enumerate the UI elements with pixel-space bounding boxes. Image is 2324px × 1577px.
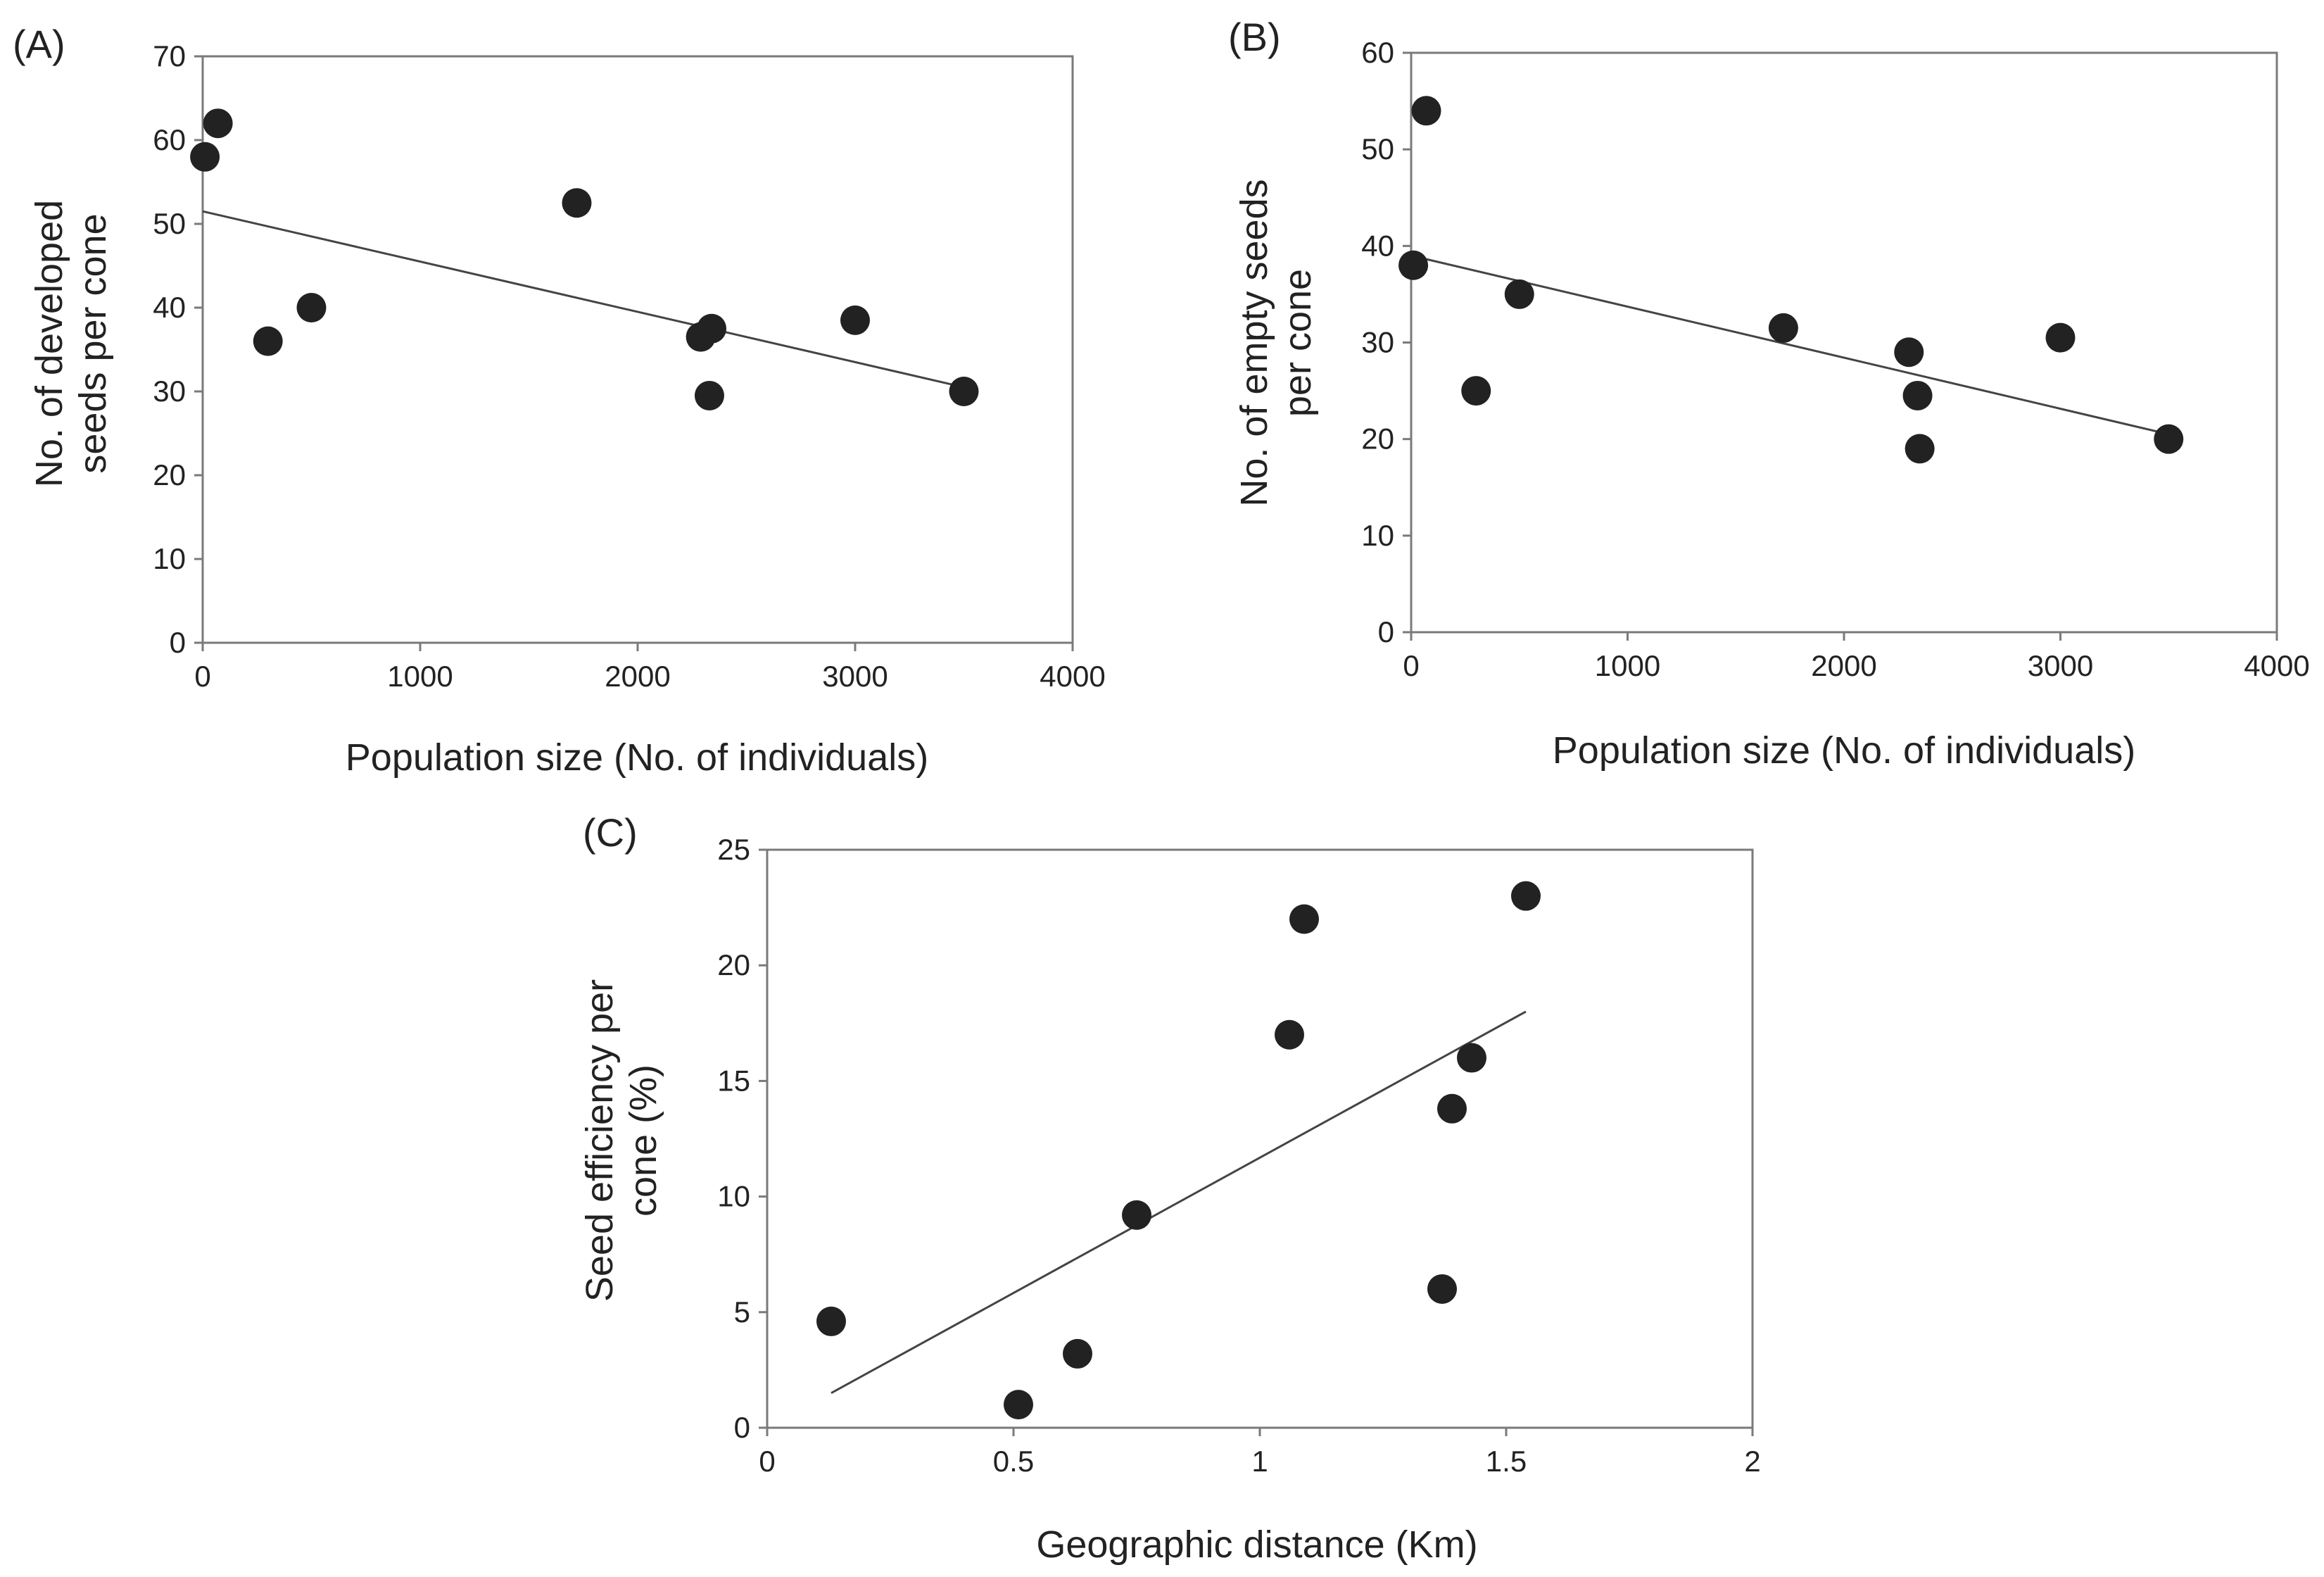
panel-c-x-tick-label: 1.5 [1486,1445,1527,1478]
panel-c-x-tick-label: 1 [1251,1445,1268,1478]
panel-b: (B) No. of empty seeds per cone Populati… [1228,15,2310,772]
panel-c-data-point [1122,1200,1151,1230]
panel-c-data-point [816,1306,846,1336]
panel-b-y-tick-label: 50 [1361,132,1394,165]
panel-b-trendline [1410,254,2169,436]
panel-c-x-tick-label: 0.5 [993,1445,1034,1478]
panel-a-data-point [694,380,724,410]
panel-b-ylabel-line-1: No. of empty seeds [1233,179,1275,506]
panel-b-plot: 0 10 20 30 40 50 60 0 1000 2000 3000 4000 [1361,36,2309,682]
panel-a-xlabel: Population size (No. of individuals) [346,736,928,779]
panel-a-plot: 0 10 20 30 40 50 60 70 0 1000 2000 3000 4000 [153,39,1105,693]
panel-b-data-point [1894,337,1924,367]
panel-a-x-tick-label: 3000 [822,660,888,693]
panel-b-ylabel: No. of empty seeds per cone [1233,179,1319,506]
panel-c-data-point [1289,904,1319,934]
panel-a-y-tick-label: 50 [153,207,186,240]
panel-a-ylabel-line-2: seeds per cone [72,213,114,473]
panel-c-x-tick-label: 0 [759,1445,775,1478]
panel-b-y-tick-label: 20 [1361,422,1394,455]
panel-c-data-point [1457,1043,1486,1073]
panel-a-data-point [949,377,979,406]
panel-c-ylabel-line-1: Seed efficiency per [579,979,621,1302]
panel-c-x-tick-label: 2 [1744,1445,1760,1478]
panel-a-x-tick-label: 0 [194,660,210,693]
panel-b-x-tick-label: 4000 [2244,649,2309,682]
panel-c-data-point [1427,1274,1457,1304]
panel-a-data-point [840,305,870,335]
panel-a-x-tick-label: 4000 [1040,660,1105,693]
panel-a-data-point [190,142,220,172]
panel-b-data-point [1905,434,1935,464]
panel-b-x-tick-label: 1000 [1595,649,1660,682]
panel-b-x-tick-label: 3000 [2028,649,2093,682]
panel-a-label: (A) [13,22,65,66]
panel-b-xlabel: Population size (No. of individuals) [1553,729,2135,772]
panel-b-data-point [1768,313,1798,343]
panel-a-y-tick-label: 60 [153,123,186,156]
panel-b-data-point [1461,376,1491,406]
panel-a-y-tick-label: 20 [153,458,186,491]
panel-a-data-point [697,313,727,344]
panel-a-y-tick-label: 30 [153,375,186,408]
panel-a-y-tick-label: 10 [153,542,186,575]
panel-c-data-point [1063,1338,1092,1369]
panel-c-y-tick-label: 15 [717,1064,750,1097]
panel-a-ylabel: No. of developed seeds per cone [28,200,114,487]
panel-c-xlabel: Geographic distance (Km) [1036,1523,1477,1566]
panel-c-y-tick-label: 20 [717,948,750,981]
panel-c-y-tick-label: 5 [734,1295,750,1328]
panel-a-data-point [296,293,327,322]
panel-c-data-point [1437,1093,1467,1124]
panel-c-data-point [1511,881,1541,911]
panel-b-y-tick-label: 30 [1361,326,1394,359]
panel-c-plot: 0 5 10 15 20 25 0 0.5 1 1.5 2 [717,833,1760,1478]
panel-b-x-tick-label: 2000 [1811,649,1876,682]
panel-a-y-tick-label: 0 [170,626,186,659]
panel-a-y-tick-label: 70 [153,39,186,73]
panel-a-data-point [253,326,283,356]
panel-b-data-point [2045,322,2076,353]
panel-b-y-tick-label: 40 [1361,229,1394,262]
panel-a: (A) No. of developed seeds per cone Popu… [13,22,1106,779]
panel-b-x-tick-label: 0 [1403,649,1419,682]
panel-c-ylabel: Seed efficiency per cone (%) [579,979,664,1302]
panel-c: (C) Seed efficiency per cone (%) Geograp… [579,810,1761,1566]
panel-c-trendline [831,1010,1527,1395]
panel-c-data-point [1275,1019,1304,1050]
panel-a-x-tick-label: 2000 [605,660,670,693]
panel-b-data-point [1398,250,1429,280]
panel-a-y-tick-label: 40 [153,291,186,324]
panel-a-trendline [202,210,964,389]
panel-b-y-tick-label: 60 [1361,36,1394,69]
panel-c-label: (C) [583,810,638,855]
panel-c-y-tick-label: 25 [717,833,750,866]
panel-b-ylabel-line-2: per cone [1277,269,1319,417]
panel-a-x-tick-label: 1000 [387,660,453,693]
panel-b-label: (B) [1228,15,1281,59]
panel-b-y-tick-label: 10 [1361,519,1394,552]
panel-a-data-point [562,188,592,218]
panel-c-ylabel-line-2: cone (%) [622,1064,664,1217]
panel-b-data-point [1504,279,1534,309]
panel-a-data-point [203,108,233,139]
panel-c-y-tick-label: 10 [717,1180,750,1213]
panel-b-data-point [1411,96,1441,126]
panel-b-data-point [1902,380,1933,410]
panel-c-data-point [1004,1390,1033,1420]
panel-c-y-tick-label: 0 [734,1411,750,1444]
panel-b-data-point [2154,424,2184,454]
panel-b-y-tick-label: 0 [1378,615,1394,648]
panel-a-ylabel-line-1: No. of developed [28,200,70,487]
